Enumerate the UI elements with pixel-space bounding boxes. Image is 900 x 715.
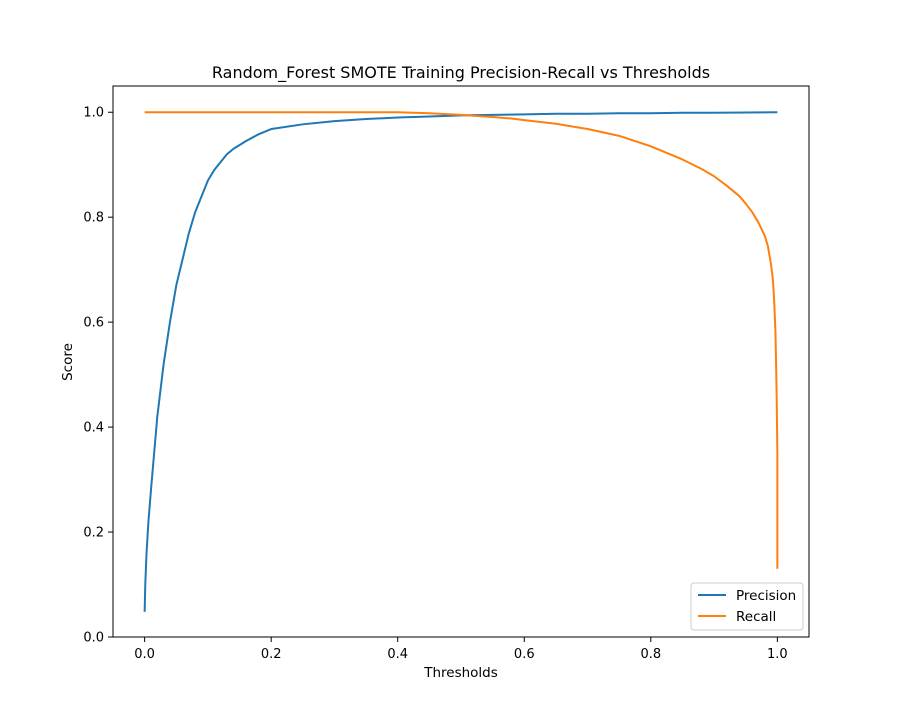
y-tick-label: 1.0 <box>83 106 104 121</box>
x-tick-label: 0.2 <box>261 647 282 662</box>
x-tick-label: 0.6 <box>514 647 535 662</box>
legend: Precision Recall <box>690 582 804 631</box>
x-tick-label: 0.0 <box>134 647 155 662</box>
plot-lines <box>143 111 779 612</box>
y-tick-label: 0.2 <box>83 526 104 541</box>
x-tick-label: 0.8 <box>640 647 661 662</box>
y-tick-label: 0.8 <box>83 211 104 226</box>
x-tick-label: 0.4 <box>387 647 408 662</box>
y-axis-ticks: 0.0 0.2 0.4 0.6 0.8 1.0 <box>83 106 113 646</box>
series-line-precision <box>143 111 778 612</box>
x-axis-label: Thresholds <box>423 665 498 681</box>
legend-recall-label: Recall <box>736 609 776 625</box>
y-tick-label: 0.4 <box>83 421 104 436</box>
x-axis-ticks: 0.0 0.2 0.4 0.6 0.8 1.0 <box>134 637 788 662</box>
y-axis-label: Score <box>60 343 76 381</box>
y-tick-label: 0.6 <box>83 316 104 331</box>
chart-title: Random_Forest SMOTE Training Precision-R… <box>212 63 710 83</box>
series-line-recall <box>144 111 779 569</box>
y-tick-label: 0.0 <box>83 631 104 646</box>
legend-precision-label: Precision <box>736 588 796 604</box>
x-tick-label: 1.0 <box>767 647 788 662</box>
plot-frame <box>112 85 810 638</box>
